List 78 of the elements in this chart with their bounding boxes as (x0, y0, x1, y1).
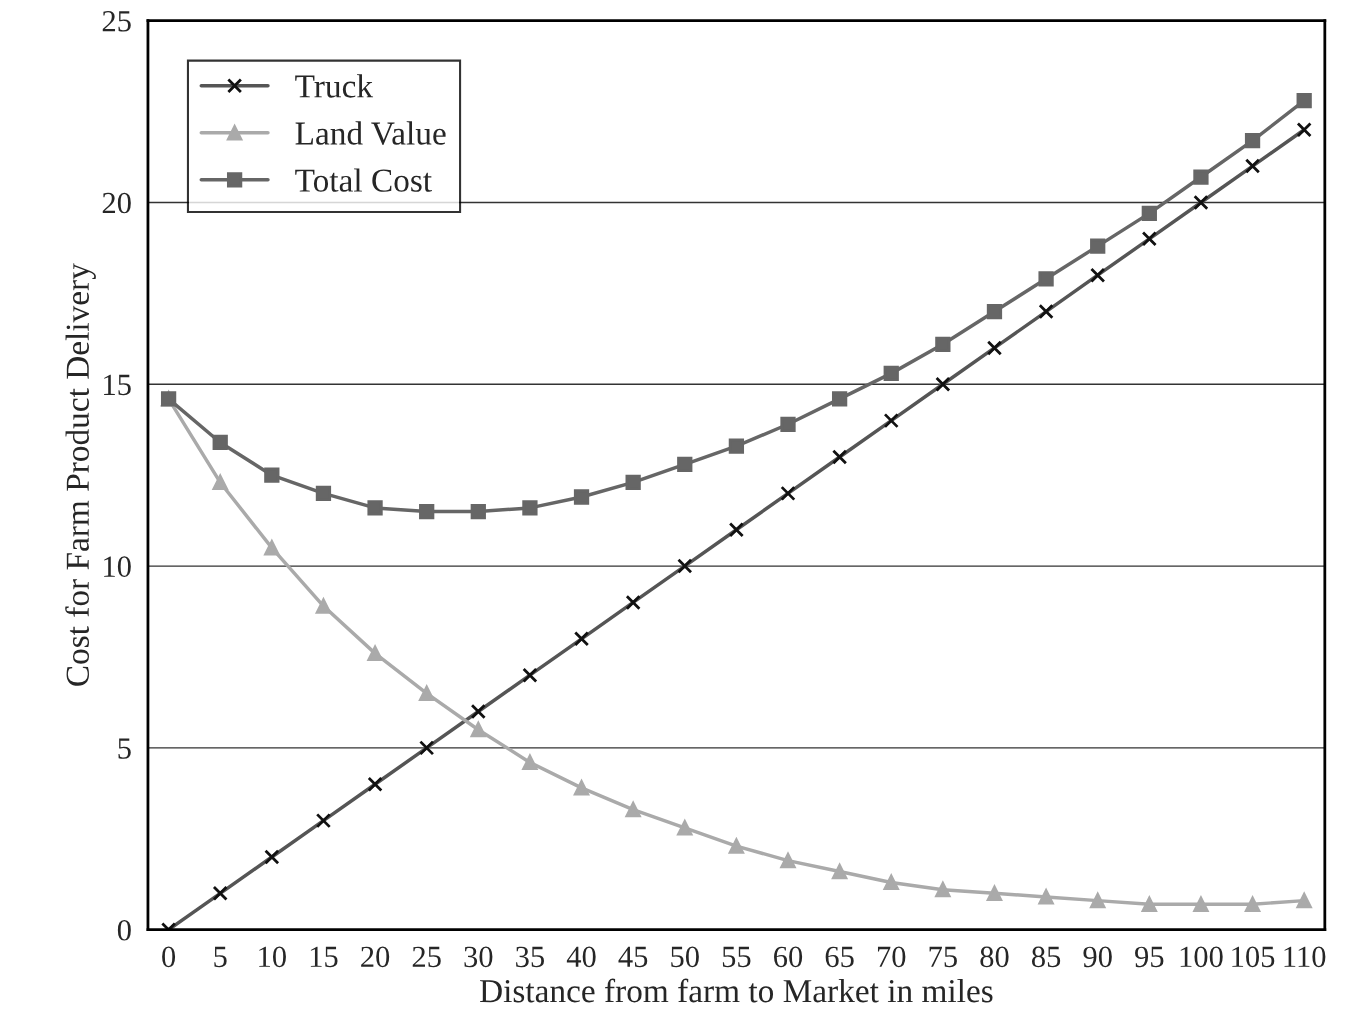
point (573, 780, 590, 796)
legend-label: Total Cost (295, 168, 432, 192)
y-tick-label: 5 (118, 738, 131, 759)
y-axis-title: Cost for Farm Product Delivery (65, 263, 96, 686)
point (831, 863, 848, 880)
x-tick-label: 5 (214, 946, 227, 968)
point (1038, 271, 1054, 287)
point (1090, 238, 1106, 254)
x-tick-label: 95 (1135, 946, 1164, 968)
x-tick-label: 105 (1232, 946, 1275, 968)
point (831, 391, 848, 407)
y-tick-label: 20 (102, 192, 131, 214)
y-tick-label: 10 (104, 556, 131, 577)
point (1141, 205, 1157, 222)
x-tick-label: 0 (162, 946, 176, 968)
point (728, 438, 745, 454)
x-tick-label: 40 (566, 946, 596, 968)
y-tick-label: 0 (117, 919, 131, 941)
x-tick-label: 10 (259, 946, 286, 968)
x-tick-label: 100 (1180, 946, 1223, 968)
x-tick-label: 35 (516, 946, 544, 968)
x-tick-label: 45 (618, 946, 648, 968)
point (1193, 169, 1209, 185)
point (1296, 93, 1312, 109)
x-tick-label: 25 (412, 946, 441, 968)
point (212, 474, 228, 491)
point (367, 645, 383, 661)
point (883, 874, 899, 891)
point (935, 882, 951, 898)
x-tick-label: 70 (877, 946, 906, 968)
x-tick-label: 30 (464, 946, 493, 968)
point (625, 474, 641, 491)
point (935, 336, 951, 352)
point (212, 434, 228, 451)
point (573, 489, 590, 505)
point (470, 503, 486, 520)
point (1296, 892, 1312, 909)
point (315, 485, 332, 501)
point (1193, 896, 1209, 912)
x-tick-label: 85 (1031, 946, 1061, 968)
x-tick-label: 60 (774, 946, 803, 968)
point (780, 852, 796, 869)
x-tick-label: 55 (722, 946, 751, 968)
x-tick-label: 15 (310, 946, 338, 968)
point (1141, 896, 1157, 912)
point (264, 540, 280, 556)
point (677, 820, 693, 836)
point (470, 722, 486, 738)
point (1244, 896, 1261, 912)
legend-label: Truck (295, 74, 374, 98)
y-tick-label: 15 (104, 374, 131, 396)
point (986, 885, 1003, 901)
y-tick-label: 25 (102, 11, 131, 32)
point (522, 754, 538, 771)
point (677, 456, 693, 472)
x-tick-label: 50 (671, 946, 699, 968)
point (1244, 133, 1261, 149)
point (315, 598, 332, 614)
x-axis-title: Distance from farm to Market in miles (480, 978, 993, 1003)
point (780, 416, 796, 432)
point (986, 303, 1003, 320)
point (1038, 889, 1054, 905)
point (625, 802, 641, 818)
x-tick-label: 90 (1083, 946, 1112, 968)
point (1090, 892, 1106, 909)
point (419, 685, 435, 701)
x-tick-label: 80 (980, 946, 1009, 968)
point (367, 500, 383, 516)
point (883, 365, 899, 382)
point (264, 467, 280, 483)
x-tick-label: 65 (825, 946, 854, 968)
legend-label: Land Value (295, 121, 446, 145)
point (522, 500, 538, 516)
point (728, 838, 745, 854)
x-tick-label: 110 (1284, 946, 1326, 968)
x-tick-label: 20 (361, 946, 390, 968)
x-tick-label: 75 (929, 946, 957, 968)
point (419, 503, 435, 520)
